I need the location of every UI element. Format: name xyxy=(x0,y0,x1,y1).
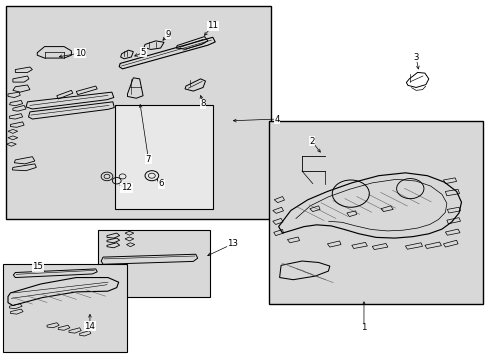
Bar xyxy=(3,264,127,352)
Bar xyxy=(98,230,210,297)
Text: 1: 1 xyxy=(361,323,366,332)
Text: 12: 12 xyxy=(121,183,132,192)
Text: 13: 13 xyxy=(227,239,238,248)
Text: 8: 8 xyxy=(200,99,205,108)
Text: 2: 2 xyxy=(308,137,314,146)
Text: 3: 3 xyxy=(412,53,418,62)
Text: 5: 5 xyxy=(141,48,146,57)
Text: 6: 6 xyxy=(159,179,164,188)
Text: 4: 4 xyxy=(274,114,279,123)
Text: 10: 10 xyxy=(75,49,85,58)
Text: 9: 9 xyxy=(165,30,170,39)
Bar xyxy=(268,121,483,304)
Text: 14: 14 xyxy=(84,322,95,331)
Text: 15: 15 xyxy=(32,262,43,271)
Text: 7: 7 xyxy=(145,155,151,164)
Bar xyxy=(5,6,271,220)
Bar xyxy=(115,105,212,209)
Text: 11: 11 xyxy=(207,21,218,30)
